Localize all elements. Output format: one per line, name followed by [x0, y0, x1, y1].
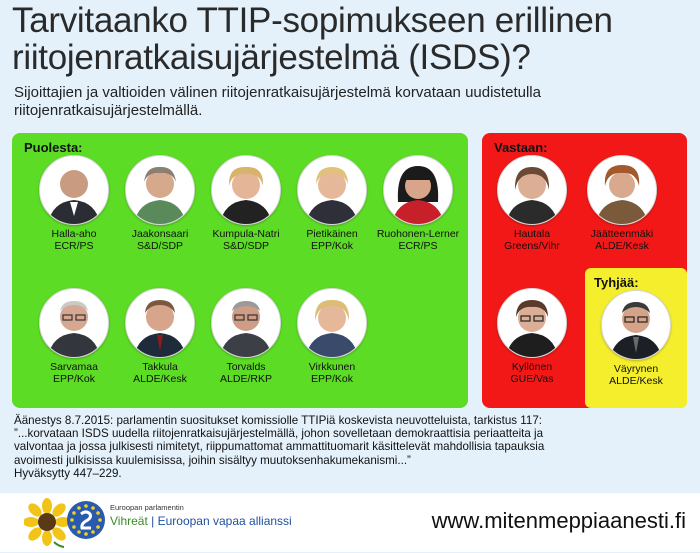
mep-name: Halla-aho: [51, 228, 97, 240]
mep-party: EPP/Kok: [310, 373, 354, 385]
mep-portrait: [601, 290, 671, 360]
group-abstain-panel: Tyhjää: Väyrynen ALDE/Kesk: [585, 268, 687, 408]
mep-card: Torvalds ALDE/RKP: [201, 288, 291, 385]
mep-name: Jaakonsaari: [131, 228, 189, 240]
mep-portrait: [383, 155, 453, 225]
org-name-small: Euroopan parlamentin: [110, 503, 184, 512]
mep-card: Virkkunen EPP/Kok: [287, 288, 377, 385]
group-for-label: Puolesta:: [24, 140, 83, 155]
group-against-label: Vastaan:: [494, 140, 548, 155]
mep-name: Väyrynen: [613, 363, 659, 375]
mep-party: EPP/Kok: [52, 373, 96, 385]
mep-party: S&D/SDP: [136, 240, 184, 252]
mep-party: ECR/PS: [398, 240, 438, 252]
group-abstain-label: Tyhjää:: [594, 275, 639, 290]
footer: Euroopan parlamentin Vihreät | Euroopan …: [0, 493, 700, 552]
mep-party: ALDE/RKP: [220, 373, 272, 385]
org-efa: Euroopan vapaa allianssi: [157, 514, 292, 528]
mep-card: Kumpula-Natri S&D/SDP: [201, 155, 291, 252]
group-against-panel: Vastaan: Hautala Greens/Vihr Jäätteenmäk…: [482, 133, 687, 408]
mep-portrait: [125, 155, 195, 225]
mep-name: Pietikäinen: [306, 228, 358, 240]
mep-name: Hautala: [513, 228, 551, 240]
quote-line: ”...korvataan ISDS uudella riitojenratka…: [14, 427, 544, 441]
mep-name: Kyllönen: [511, 361, 553, 373]
mep-card: Jäätteenmäki ALDE/Kesk: [577, 155, 667, 252]
mep-name: Jäätteenmäki: [590, 228, 654, 240]
mep-name: Torvalds: [226, 361, 266, 373]
quote-line: valvontaa ja jossa julkisesti nimitetyt,…: [14, 440, 545, 454]
mep-card: Väyrynen ALDE/Kesk: [591, 290, 681, 387]
mep-portrait: [39, 288, 109, 358]
mep-portrait: [125, 288, 195, 358]
mep-card: Takkula ALDE/Kesk: [115, 288, 205, 385]
mep-card: Pietikäinen EPP/Kok: [287, 155, 377, 252]
org-name: Vihreät | Euroopan vapaa allianssi: [110, 514, 292, 528]
mep-name: Sarvamaa: [50, 361, 98, 373]
mep-card: Halla-aho ECR/PS: [29, 155, 119, 252]
quote-line: Hyväksytty 447–229.: [14, 466, 122, 480]
mep-party: ALDE/Kesk: [133, 373, 187, 385]
mep-card: Kyllönen GUE/Vas: [487, 288, 577, 385]
mep-name: Kumpula-Natri: [212, 228, 280, 240]
mep-party: EPP/Kok: [310, 240, 354, 252]
mep-party: S&D/SDP: [222, 240, 270, 252]
mep-portrait: [211, 155, 281, 225]
sunflower-logo-icon: [23, 498, 71, 553]
org-separator: |: [147, 514, 158, 528]
eu-stars-logo-icon: [66, 500, 106, 545]
mep-portrait: [39, 155, 109, 225]
mep-card: Jaakonsaari S&D/SDP: [115, 155, 205, 252]
mep-card: Ruohonen-Lerner ECR/PS: [373, 155, 463, 252]
page-title: Tarvitaanko TTIP-sopimukseen erillinen r…: [12, 1, 613, 77]
mep-portrait: [211, 288, 281, 358]
quote-line: avoimesti julkisissa kuulemisissa, joihi…: [14, 453, 411, 467]
mep-portrait: [297, 155, 367, 225]
mep-name: Ruohonen-Lerner: [376, 228, 460, 240]
mep-portrait: [497, 288, 567, 358]
mep-card: Hautala Greens/Vihr: [487, 155, 577, 252]
mep-party: ALDE/Kesk: [595, 240, 649, 252]
group-for-panel: Puolesta: Halla-aho ECR/PS Jaakonsaari S…: [12, 133, 468, 408]
mep-party: GUE/Vas: [510, 373, 554, 385]
mep-name: Virkkunen: [308, 361, 356, 373]
org-greens: Vihreät: [110, 514, 148, 528]
quote-line: Äänestys 8.7.2015: parlamentin suosituks…: [14, 414, 542, 427]
vote-quote: Äänestys 8.7.2015: parlamentin suosituks…: [14, 414, 644, 480]
mep-portrait: [297, 288, 367, 358]
website-link[interactable]: www.mitenmeppiaanesti.fi: [431, 508, 686, 533]
mep-name: Takkula: [142, 361, 178, 373]
mep-portrait: [587, 155, 657, 225]
mep-party: ECR/PS: [54, 240, 94, 252]
mep-party: Greens/Vihr: [504, 240, 560, 252]
mep-card: Sarvamaa EPP/Kok: [29, 288, 119, 385]
page-subtitle: Sijoittajien ja valtioiden välinen riito…: [14, 84, 541, 119]
mep-portrait: [497, 155, 567, 225]
mep-party: ALDE/Kesk: [609, 375, 663, 387]
